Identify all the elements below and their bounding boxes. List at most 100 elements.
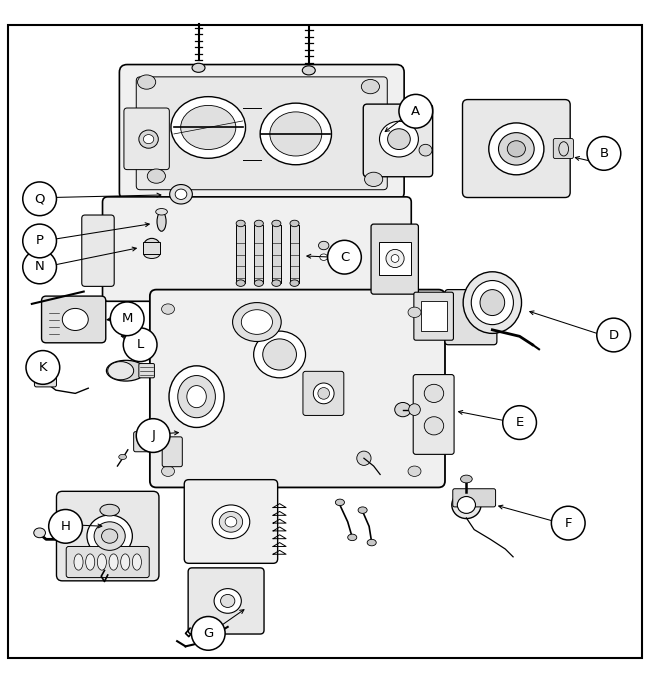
Circle shape <box>587 137 621 170</box>
Ellipse shape <box>133 554 142 570</box>
FancyBboxPatch shape <box>139 363 155 378</box>
Ellipse shape <box>169 366 224 428</box>
Ellipse shape <box>121 554 130 570</box>
Ellipse shape <box>109 554 118 570</box>
Ellipse shape <box>101 529 118 543</box>
Circle shape <box>23 182 57 216</box>
FancyBboxPatch shape <box>371 224 419 294</box>
Circle shape <box>49 510 83 543</box>
Ellipse shape <box>144 135 154 143</box>
Ellipse shape <box>320 254 328 260</box>
Ellipse shape <box>241 309 272 335</box>
Ellipse shape <box>391 255 399 262</box>
Bar <box>236 225 245 283</box>
FancyBboxPatch shape <box>363 104 433 177</box>
FancyBboxPatch shape <box>134 432 157 451</box>
Text: E: E <box>515 416 524 429</box>
Ellipse shape <box>507 141 525 157</box>
Text: M: M <box>122 312 133 325</box>
Ellipse shape <box>408 307 421 318</box>
Ellipse shape <box>225 516 237 527</box>
Ellipse shape <box>480 290 504 316</box>
Text: C: C <box>340 251 349 264</box>
Bar <box>421 301 447 331</box>
Ellipse shape <box>419 144 432 156</box>
FancyBboxPatch shape <box>445 290 497 345</box>
Ellipse shape <box>157 212 166 232</box>
Ellipse shape <box>263 339 296 370</box>
Ellipse shape <box>87 515 133 557</box>
Text: H: H <box>60 520 70 533</box>
Text: D: D <box>608 329 619 342</box>
Ellipse shape <box>358 507 367 514</box>
Ellipse shape <box>302 66 315 75</box>
Circle shape <box>551 506 585 540</box>
Ellipse shape <box>318 241 329 250</box>
Ellipse shape <box>138 75 156 89</box>
Ellipse shape <box>144 238 160 253</box>
Bar <box>254 225 263 283</box>
Ellipse shape <box>409 404 421 415</box>
Ellipse shape <box>220 594 235 607</box>
Text: N: N <box>34 260 44 273</box>
Ellipse shape <box>148 169 166 183</box>
Ellipse shape <box>335 499 345 505</box>
Ellipse shape <box>452 491 481 518</box>
Ellipse shape <box>471 281 514 324</box>
Ellipse shape <box>313 383 334 404</box>
Bar <box>379 242 411 275</box>
Ellipse shape <box>489 123 544 175</box>
Text: P: P <box>36 234 44 247</box>
Ellipse shape <box>380 122 419 157</box>
Ellipse shape <box>156 208 168 215</box>
Ellipse shape <box>254 220 263 227</box>
Ellipse shape <box>187 386 206 408</box>
Ellipse shape <box>219 512 242 532</box>
FancyBboxPatch shape <box>184 479 278 563</box>
Ellipse shape <box>361 79 380 94</box>
FancyBboxPatch shape <box>42 296 106 343</box>
FancyBboxPatch shape <box>188 568 264 634</box>
Text: A: A <box>411 104 421 117</box>
Ellipse shape <box>175 189 187 199</box>
Ellipse shape <box>236 220 245 227</box>
Ellipse shape <box>74 554 83 570</box>
Ellipse shape <box>192 64 205 72</box>
Text: L: L <box>136 338 144 351</box>
Ellipse shape <box>290 220 299 227</box>
FancyBboxPatch shape <box>413 374 454 454</box>
FancyBboxPatch shape <box>162 437 182 466</box>
Ellipse shape <box>290 280 299 286</box>
Ellipse shape <box>34 528 46 538</box>
Ellipse shape <box>559 142 569 156</box>
FancyBboxPatch shape <box>57 491 159 581</box>
Circle shape <box>328 240 361 274</box>
FancyBboxPatch shape <box>34 372 57 387</box>
FancyBboxPatch shape <box>453 489 495 507</box>
Ellipse shape <box>270 112 322 156</box>
Bar <box>272 225 281 283</box>
Ellipse shape <box>62 309 88 331</box>
Text: G: G <box>203 627 213 640</box>
Ellipse shape <box>162 466 174 477</box>
FancyBboxPatch shape <box>82 215 114 286</box>
Circle shape <box>23 224 57 257</box>
Ellipse shape <box>499 133 534 165</box>
Ellipse shape <box>254 280 263 286</box>
Ellipse shape <box>424 417 444 435</box>
Ellipse shape <box>395 402 411 417</box>
Text: B: B <box>599 147 608 160</box>
Ellipse shape <box>107 361 146 381</box>
Ellipse shape <box>365 172 383 186</box>
Ellipse shape <box>318 387 330 400</box>
Ellipse shape <box>212 505 250 539</box>
Ellipse shape <box>260 103 332 165</box>
Ellipse shape <box>86 554 95 570</box>
Ellipse shape <box>108 361 134 380</box>
Ellipse shape <box>424 385 444 402</box>
Circle shape <box>191 617 225 650</box>
Bar <box>144 242 161 254</box>
Ellipse shape <box>98 554 107 570</box>
Ellipse shape <box>463 272 521 333</box>
Ellipse shape <box>272 280 281 286</box>
